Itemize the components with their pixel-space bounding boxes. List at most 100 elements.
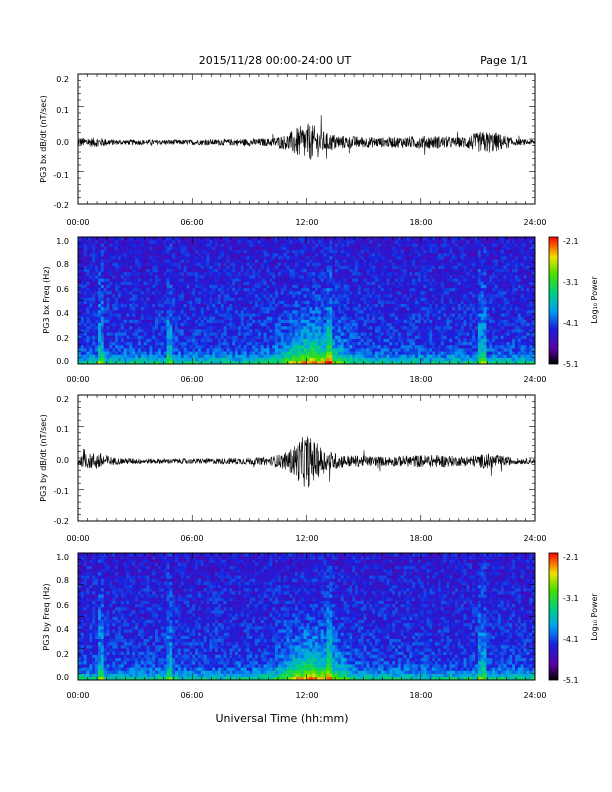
spectrogram-cell: [343, 316, 347, 320]
spectrogram-cell: [243, 335, 247, 339]
spectrogram-cell: [415, 284, 419, 289]
spectrogram-cell: [200, 310, 204, 314]
spectrogram-cell: [163, 297, 167, 301]
spectrogram-cell: [137, 322, 142, 327]
spectrogram-cell: [335, 348, 339, 352]
spectrogram-cell: [146, 252, 150, 257]
spectrogram-cell: [160, 287, 164, 292]
spectrogram-cell: [212, 338, 216, 343]
spectrogram-cell: [149, 290, 153, 295]
spectrogram-cell: [349, 306, 353, 311]
spectrogram-cell: [420, 303, 424, 308]
spectrogram-cell: [226, 268, 230, 273]
spectrogram-cell: [123, 271, 127, 276]
spectrogram-cell: [320, 351, 324, 355]
spectrogram-cell: [180, 306, 184, 311]
spectrogram-cell: [209, 284, 213, 289]
spectrogram-cell: [137, 316, 142, 320]
spectrogram-cell: [312, 262, 316, 266]
spectrogram-cell: [97, 256, 102, 260]
spectrogram-cell: [263, 341, 267, 346]
spectrogram-cell: [289, 294, 293, 298]
spectrogram-cell: [312, 237, 316, 241]
spectrogram-cell: [249, 237, 253, 241]
spectrogram-cell: [186, 341, 190, 346]
spectrogram-cell: [392, 256, 396, 260]
spectrogram-cell: [143, 332, 147, 336]
spectrogram-cell: [189, 354, 193, 358]
spectrogram-cell: [335, 243, 339, 247]
spectrogram-cell: [363, 325, 367, 330]
axis-ticks: [77, 73, 536, 205]
spectrogram-cell: [286, 360, 290, 365]
spectrogram-cell: [186, 310, 190, 314]
spectrogram-cell: [86, 300, 90, 304]
spectrogram-cell: [257, 287, 262, 292]
spectrogram-cell: [192, 287, 196, 292]
spectrogram-cell: [357, 256, 362, 260]
spectrogram-cell: [406, 332, 410, 336]
spectrogram-cell: [220, 252, 224, 257]
y-tick-label: 0.2: [56, 75, 69, 84]
spectrogram-cell: [217, 322, 222, 327]
spectrogram-cell: [203, 265, 207, 270]
spectrogram-cell: [317, 354, 322, 358]
spectrogram-cell: [160, 256, 164, 260]
spectrogram-cell: [120, 319, 124, 324]
spectrogram-cell: [175, 335, 179, 339]
spectrogram-cell: [403, 256, 407, 260]
spectrogram-cell: [255, 281, 259, 285]
spectrogram-cell: [220, 284, 224, 289]
spectrogram-cell: [117, 271, 122, 276]
spectrogram-cell: [420, 259, 424, 263]
spectrogram-cell: [386, 265, 390, 270]
spectrogram-cell: [420, 252, 424, 257]
spectrogram-cell: [263, 252, 267, 257]
spectrogram-cell: [109, 354, 113, 358]
spectrogram-cell: [249, 265, 253, 270]
spectrogram-cell: [392, 341, 396, 346]
spectrogram-cell: [389, 256, 393, 260]
spectrogram-cell: [386, 341, 390, 346]
spectrogram-cell: [243, 278, 247, 282]
spectrogram-cell: [317, 287, 322, 292]
spectrogram-cell: [372, 332, 376, 336]
spectrogram-cell: [272, 297, 276, 301]
spectrogram-cell: [92, 300, 96, 304]
spectrogram-cell: [320, 354, 324, 358]
spectrogram-cell: [100, 357, 105, 362]
spectrogram-cell: [200, 284, 204, 289]
spectrogram-cell: [143, 262, 147, 266]
spectrogram-cell: [266, 271, 270, 276]
spectrogram-cell: [249, 322, 253, 327]
spectrogram-cell: [269, 303, 273, 308]
spectrogram-cell: [203, 322, 207, 327]
spectrogram-cell: [172, 278, 176, 282]
spectrogram-cell: [375, 237, 379, 241]
spectrogram-cell: [309, 265, 313, 270]
spectrogram-cell: [300, 303, 304, 308]
spectrogram-cell: [255, 303, 259, 308]
spectrogram-cell: [78, 278, 82, 282]
spectrogram-cell: [126, 313, 130, 317]
spectrogram-cell: [375, 246, 379, 250]
spectrogram-cell: [277, 240, 282, 244]
spectrogram-cell: [243, 268, 247, 273]
spectrogram-cell: [349, 310, 353, 314]
spectrogram-cell: [317, 335, 322, 339]
spectrogram-cell: [252, 360, 256, 365]
spectrogram-cell: [135, 284, 139, 289]
spectrogram-cell: [406, 237, 410, 241]
spectrogram-cell: [420, 249, 424, 254]
spectrogram-cell: [209, 332, 213, 336]
spectrogram-cell: [369, 329, 373, 333]
spectrogram-cell: [132, 338, 136, 343]
spectrogram-cell: [140, 313, 144, 317]
spectrogram-cell: [337, 252, 342, 257]
spectrogram-cell: [315, 259, 319, 263]
spectrogram-cell: [95, 271, 99, 276]
spectrogram-cell: [332, 268, 336, 273]
spectrogram-cell: [246, 259, 250, 263]
spectrogram-cell: [372, 344, 376, 349]
spectrogram-cell: [163, 243, 167, 247]
